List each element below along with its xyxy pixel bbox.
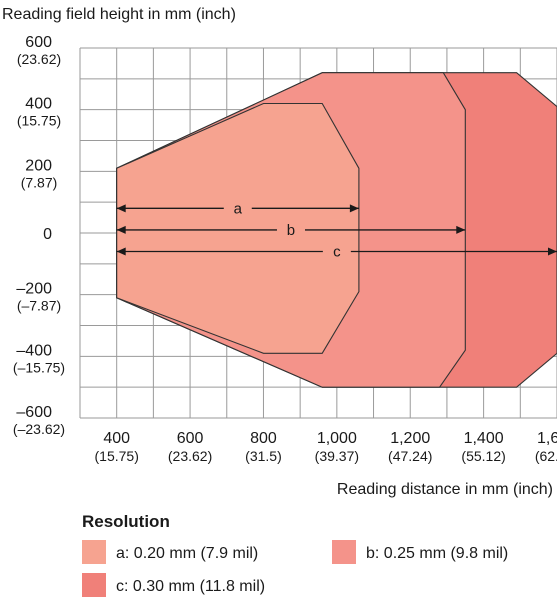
y-tick-label: –600 [16,404,52,421]
x-tick-sublabel: (62.99) [535,448,557,464]
legend-label-b: b: 0.25 mm (9.8 mil) [366,545,508,562]
y-tick-sublabel: (7.87) [21,174,58,190]
legend-label-a: a: 0.20 mm (7.9 mil) [116,545,258,562]
reading-field-a [116,102,360,354]
dimension-arrowhead-b-start [116,225,126,234]
y-axis-title: Reading field height in mm (inch) [2,6,236,23]
x-tick-label: 600 [177,430,204,447]
y-tick-label: 200 [25,157,52,174]
x-tick-sublabel: (39.37) [315,448,359,464]
legend-swatch-a [82,540,106,564]
axis-labels: Reading field height in mm (inch) Readin… [2,6,557,498]
x-tick-label: 1,200 [390,430,430,447]
dimension-label-b: b [287,222,295,239]
legend-swatch-b [332,540,356,564]
x-axis-title: Reading distance in mm (inch) [337,481,553,498]
x-tick-label: 1,400 [464,430,504,447]
x-tick-label: 400 [103,430,130,447]
legend-swatch-c [82,573,106,597]
y-tick-sublabel: (23.62) [17,51,61,67]
dimension-arrowhead-a-end [349,204,359,213]
x-tick-label: 800 [250,430,277,447]
x-tick-sublabel: (47.24) [388,448,432,464]
y-tick-label: 600 [25,34,52,51]
y-tick-label: 0 [43,226,52,243]
legend-title: Resolution [82,512,170,531]
dimension-arrowhead-a-start [116,204,126,213]
legend-label-c: c: 0.30 mm (11.8 mil) [116,578,265,595]
y-tick-sublabel: (–15.75) [13,359,65,375]
legend: Resolution a: 0.20 mm (7.9 mil) b: 0.25 … [82,512,508,597]
x-tick-sublabel: (31.5) [245,448,282,464]
y-tick-sublabel: (15.75) [17,113,61,129]
y-tick-sublabel: (–23.62) [13,421,65,437]
y-tick-label: 400 [25,96,52,113]
x-tick-label: 1,600 [537,430,557,447]
dimension-lines: a b c [116,200,557,261]
dimension-arrowhead-b-end [456,225,466,234]
y-tick-label: –200 [16,281,52,298]
x-tick-sublabel: (23.62) [168,448,212,464]
dimension-label-c: c [333,244,341,261]
x-tick-label: 1,000 [317,430,357,447]
dimension-arrowhead-c-start [116,247,126,256]
y-tick-sublabel: (–7.87) [17,298,61,314]
x-tick-sublabel: (55.12) [461,448,505,464]
x-tick-sublabel: (15.75) [95,448,139,464]
dimension-arrowhead-c-end [548,247,557,256]
y-tick-label: –400 [16,342,52,359]
dimension-label-a: a [234,200,243,217]
